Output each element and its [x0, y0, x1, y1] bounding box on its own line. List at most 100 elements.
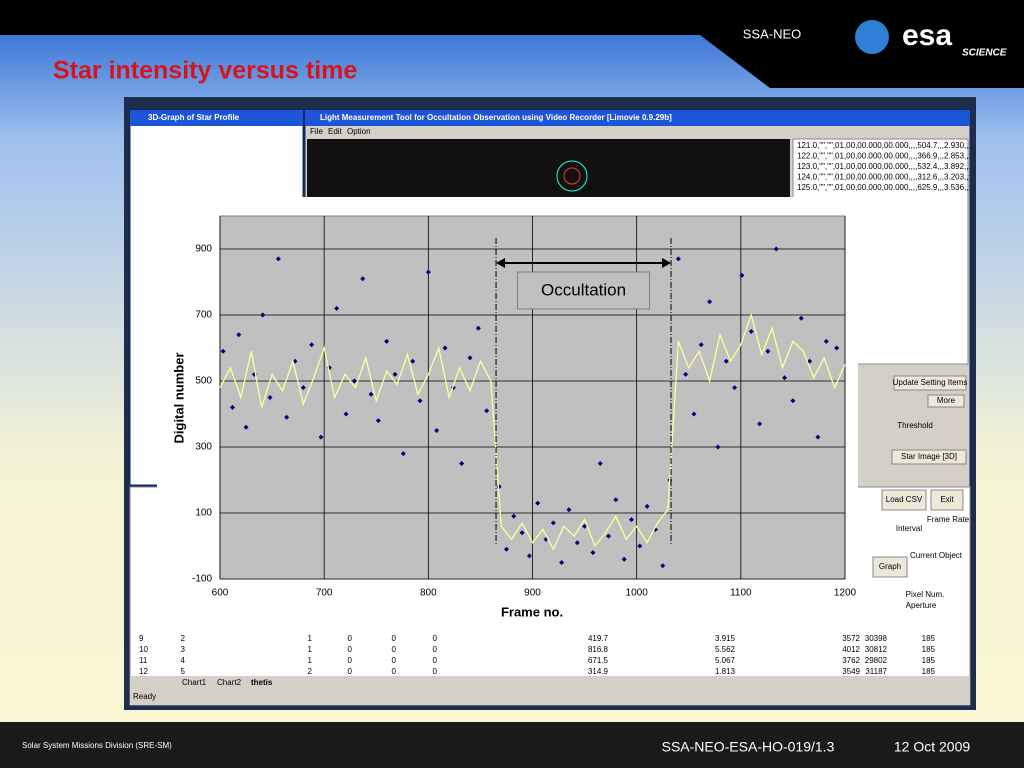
logo: esa [902, 19, 952, 52]
point [691, 411, 697, 417]
cell: 185 [922, 656, 936, 665]
point [683, 371, 689, 377]
x-tick-label: 800 [420, 588, 437, 599]
menu-item[interactable]: Option [347, 127, 371, 136]
point [773, 246, 779, 252]
point [351, 378, 357, 384]
point [459, 461, 465, 466]
title-bar [305, 110, 970, 126]
point [815, 434, 821, 440]
aperture [556, 160, 588, 192]
button-label[interactable]: Star Image [3D] [901, 452, 957, 461]
status-bar [130, 690, 970, 705]
point [739, 272, 745, 278]
point [410, 358, 416, 364]
point [798, 315, 804, 321]
cell: 0 [433, 645, 438, 654]
point [613, 497, 619, 503]
point [511, 513, 517, 519]
point [782, 375, 788, 381]
cell: 31187 [865, 667, 887, 676]
button-label[interactable]: Exit [940, 495, 954, 504]
point [732, 385, 738, 391]
video-area [307, 139, 790, 199]
cell: 29802 [865, 656, 888, 665]
cell: 0 [348, 667, 353, 676]
line [219, 312, 846, 551]
cell: 1 [308, 656, 313, 665]
point [236, 332, 242, 338]
button[interactable] [893, 375, 967, 391]
cell: 314.9 [588, 667, 609, 676]
button[interactable] [930, 489, 964, 511]
menu-item[interactable]: File [310, 127, 323, 136]
point [834, 345, 840, 351]
button[interactable] [881, 489, 927, 511]
cell: 30812 [865, 645, 888, 654]
point [475, 325, 481, 331]
button-label[interactable]: More [937, 396, 956, 405]
window-title: 3D-Graph of Star Profile [148, 113, 240, 122]
y-tick-label: -100 [192, 574, 212, 585]
arrow-head [496, 258, 506, 268]
cell: 0 [348, 634, 353, 643]
point [628, 517, 634, 523]
cell: 0 [392, 634, 397, 643]
cell: 1.813 [715, 667, 736, 676]
point [360, 276, 366, 282]
sheet-tab[interactable]: Chart2 [217, 678, 242, 687]
x-tick-label: 1000 [626, 588, 649, 599]
window-title: Light Measurement Tool for Occultation O… [320, 113, 672, 122]
sheet-tab[interactable]: thetis [251, 678, 273, 687]
x-tick-label: 1100 [730, 588, 752, 599]
label: Interval [896, 524, 922, 533]
button[interactable] [891, 449, 967, 465]
header-band [0, 0, 1024, 88]
cell: 3 [181, 645, 186, 654]
cell: 3.915 [715, 634, 736, 643]
log-line: 122.0,"","",01,00,00.000,00.000,,,,366.9… [797, 152, 971, 161]
point [535, 500, 541, 506]
button[interactable] [927, 394, 965, 408]
button-label[interactable]: Graph [879, 562, 901, 571]
point [590, 550, 596, 556]
point [790, 398, 796, 404]
button[interactable] [872, 556, 908, 578]
point [300, 385, 306, 391]
cell: 5.067 [715, 656, 736, 665]
point [230, 404, 235, 410]
y-axis-label: Digital number [171, 352, 186, 443]
point [434, 428, 440, 433]
point [823, 338, 829, 344]
point [765, 348, 771, 354]
point [503, 546, 509, 552]
point [400, 451, 406, 457]
cell: 0 [433, 656, 438, 665]
footer-left: Solar System Missions Division (SRE-SM) [22, 741, 172, 750]
cell: 185 [922, 634, 936, 643]
title-bar [130, 110, 303, 126]
label: Threshold [897, 421, 933, 430]
menu-item[interactable]: Edit [328, 127, 343, 136]
point [606, 533, 612, 539]
cell: 2 [308, 667, 313, 676]
sheet-tab[interactable]: Chart1 [182, 678, 207, 687]
button-label[interactable]: Update Setting Items [893, 378, 968, 387]
button-label[interactable]: Load CSV [886, 495, 923, 504]
point [675, 256, 681, 262]
cell: 1 [308, 634, 313, 643]
cell: 0 [392, 667, 397, 676]
cell: 0 [392, 645, 397, 654]
footer-doc: SSA-NEO-ESA-HO-019/1.3 [662, 739, 835, 755]
point [318, 434, 324, 440]
point [550, 520, 556, 526]
point [723, 358, 729, 364]
point [267, 395, 273, 400]
point [243, 424, 249, 430]
x-tick-label: 700 [316, 588, 333, 599]
cell: 30398 [865, 634, 888, 643]
cell: 10 [139, 645, 148, 654]
point [621, 556, 627, 562]
cell: 5 [181, 667, 186, 676]
